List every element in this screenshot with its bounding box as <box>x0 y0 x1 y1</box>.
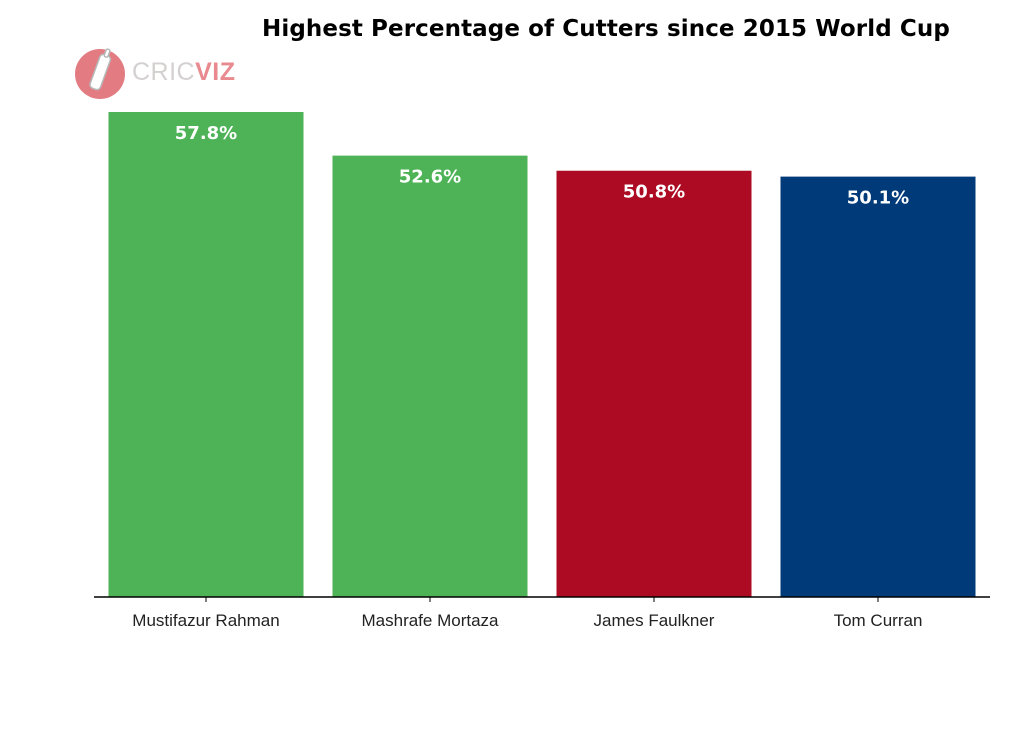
bars-layer <box>108 112 976 598</box>
bar-james-faulkner <box>556 170 752 597</box>
bar-mustifazur-rahman <box>108 112 304 597</box>
x-tick-label: Tom Curran <box>834 611 923 630</box>
logo-text-part2: VIZ <box>195 58 236 86</box>
bar-mashrafe-mortaza <box>332 155 528 597</box>
cricviz-logo-text: CRICVIZ <box>132 58 236 87</box>
bar-value-label: 50.1% <box>847 188 909 209</box>
bar-value-label: 52.6% <box>399 167 461 188</box>
x-tick-label: Mustifazur Rahman <box>132 611 279 630</box>
chart-title: Highest Percentage of Cutters since 2015… <box>262 16 950 42</box>
bar-value-label: 57.8% <box>175 123 237 144</box>
labels-layer: 57.8% Mustifazur Rahman 52.6% Mashrafe Mort… <box>132 123 922 630</box>
x-tick-label: Mashrafe Mortaza <box>362 611 500 630</box>
bar-tom-curran <box>780 176 976 598</box>
cricviz-logo: CRICVIZ <box>74 46 236 106</box>
x-tick-label: James Faulkner <box>594 611 715 630</box>
cricket-bat-ball-icon <box>75 48 125 99</box>
bar-value-label: 50.8% <box>623 182 685 203</box>
logo-text-part1: CRIC <box>132 58 196 86</box>
